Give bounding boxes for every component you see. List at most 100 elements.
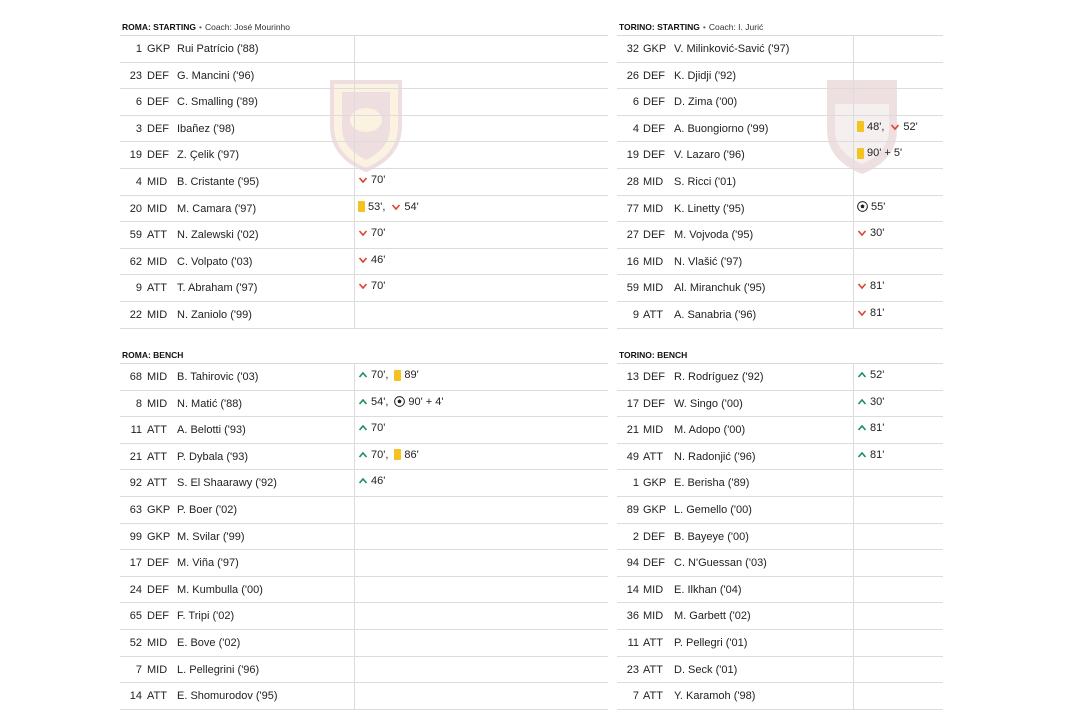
player-name: E. Shomurodov ('95): [177, 690, 278, 703]
player-row: 20 MID M. Camara ('97) 53', 54': [120, 195, 608, 223]
player-row: 6 DEF D. Zima ('00): [617, 89, 943, 116]
event: 90' + 5': [857, 147, 902, 159]
shirt-number: 21: [129, 450, 142, 463]
shirt-number: 11: [627, 636, 639, 649]
event: 70': [358, 280, 385, 292]
event: 86': [394, 449, 419, 461]
match-events: 70': [358, 422, 385, 434]
shirt-number: 26: [626, 69, 639, 82]
player-row: 6 DEF C. Smalling ('89): [120, 89, 608, 116]
column-divider: [354, 656, 355, 683]
shirt-number: 2: [632, 530, 639, 543]
player-row: 22 MID N. Zaniolo ('99): [120, 301, 608, 329]
position: GKP: [643, 503, 667, 516]
event: 70',: [358, 369, 388, 381]
player-name: P. Pellegri ('01): [674, 636, 748, 649]
position: ATT: [147, 450, 167, 463]
column-divider: [853, 417, 854, 443]
column-divider: [354, 496, 355, 523]
coach-label: Coach: José Mourinho: [204, 22, 291, 32]
player-name: M. Garbett ('02): [674, 610, 751, 623]
column-divider: [853, 523, 854, 550]
column-divider: [354, 550, 355, 576]
player-name: B. Bayeye ('00): [674, 530, 749, 543]
column-divider: [853, 36, 854, 62]
match-events: 52': [857, 369, 884, 381]
player-name: P. Dybala ('93): [177, 450, 248, 463]
column-divider: [354, 364, 355, 390]
column-divider: [354, 470, 355, 496]
shirt-number: 13: [626, 371, 639, 383]
column-divider: [853, 301, 854, 328]
player-name: L. Gemello ('00): [674, 503, 752, 516]
player-row: 28 MID S. Ricci ('01): [617, 168, 943, 196]
player-row: 17 DEF M. Viña ('97): [120, 550, 608, 577]
shirt-number: 23: [626, 663, 639, 676]
position: MID: [147, 397, 168, 410]
position: ATT: [643, 308, 663, 321]
player-name: N. Zalewski ('02): [177, 229, 259, 242]
position: ATT: [643, 636, 663, 649]
shirt-number: 27: [626, 229, 639, 242]
player-name: C. Volpato ('03): [177, 255, 253, 268]
event: 46': [358, 475, 385, 487]
position: MID: [147, 255, 168, 268]
position: MID: [643, 424, 664, 437]
shirt-number: 17: [626, 397, 639, 410]
event-minute: 70': [371, 173, 386, 186]
player-row: 94 DEF C. N'Guessan ('03): [617, 550, 943, 577]
shirt-number: 1: [632, 477, 639, 490]
player-row: 63 GKP P. Boer ('02): [120, 496, 608, 524]
sub-on-arrow-icon: [358, 423, 368, 433]
match-events: 81': [857, 280, 884, 292]
column-divider: [354, 443, 355, 470]
position: MID: [147, 663, 168, 676]
player-row: 4 DEF A. Buongiorno ('99) 48', 52': [617, 115, 943, 143]
player-row: 21 ATT P. Dybala ('93) 70', 86': [120, 443, 608, 471]
shirt-number: 8: [135, 397, 142, 410]
player-row: 4 MID B. Cristante ('95) 70': [120, 168, 608, 196]
event-minute: 70': [371, 422, 386, 435]
player-row: 49 ATT N. Radonjić ('96) 81': [617, 443, 943, 471]
column-divider: [354, 629, 355, 656]
sub-on-arrow-icon: [857, 450, 867, 460]
shirt-number: 92: [129, 477, 142, 490]
position: GKP: [147, 530, 171, 543]
column-divider: [853, 364, 854, 390]
shirt-number: 77: [626, 202, 639, 215]
player-row: 68 MID B. Tahirovic ('03) 70', 89': [120, 364, 608, 391]
event: 52': [890, 120, 918, 133]
event-minute: 81': [870, 306, 885, 319]
player-row: 36 MID M. Garbett ('02): [617, 603, 943, 630]
player-name: E. Berisha ('89): [674, 477, 750, 490]
column-divider: [853, 496, 854, 523]
player-name: M. Adopo ('00): [674, 424, 746, 437]
column-divider: [853, 89, 854, 115]
player-row: 59 MID Al. Miranchuk ('95) 81': [617, 275, 943, 302]
position: DEF: [643, 530, 665, 543]
position: DEF: [147, 96, 169, 109]
event-minute: 70',: [371, 448, 389, 461]
team-label: ROMA: BENCH: [122, 350, 184, 360]
player-name: N. Zaniolo ('99): [177, 308, 252, 321]
event-minute: 70',: [371, 369, 389, 381]
position: DEF: [147, 610, 169, 623]
position: MID: [643, 282, 664, 295]
player-row: 3 DEF Ibañez ('98): [120, 115, 608, 143]
column-divider: [853, 115, 854, 142]
shirt-number: 11: [130, 424, 142, 437]
player-name: K. Linetty ('95): [674, 202, 745, 215]
column-divider: [853, 656, 854, 683]
shirt-number: 62: [129, 255, 142, 268]
player-row: 9 ATT A. Sanabria ('96) 81': [617, 301, 943, 329]
event-minute: 52': [903, 120, 918, 133]
player-name: K. Djidji ('92): [674, 69, 737, 82]
shirt-number: 14: [626, 583, 639, 596]
player-name: A. Belotti ('93): [177, 424, 246, 437]
player-name: D. Seck ('01): [674, 663, 738, 676]
player-row: 52 MID E. Bove ('02): [120, 629, 608, 657]
position: DEF: [147, 583, 169, 596]
position: MID: [147, 202, 168, 215]
player-name: N. Vlašić ('97): [674, 255, 743, 268]
event-minute: 81': [870, 280, 885, 293]
